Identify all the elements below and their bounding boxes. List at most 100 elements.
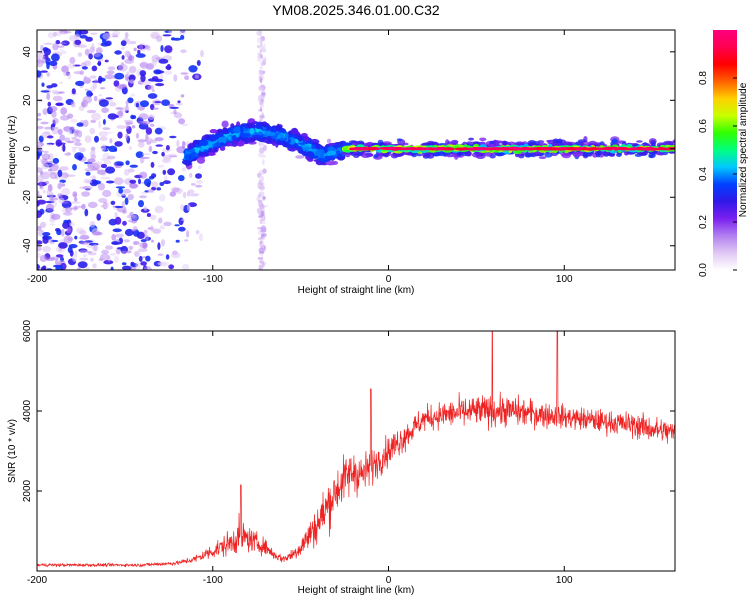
spectrogram-noise-blob bbox=[142, 242, 148, 249]
spectrogram-signal-blob bbox=[268, 138, 276, 143]
spectrogram-noise-blob bbox=[98, 99, 109, 107]
spectrogram-tone-halo bbox=[373, 153, 379, 159]
spectrogram-noise-blob bbox=[37, 176, 44, 183]
spectrogram-noise-blob bbox=[107, 255, 111, 262]
spectrogram-noise-blob bbox=[74, 235, 78, 240]
spectrogram-streak-blob bbox=[262, 169, 267, 174]
spectrogram-signal-blob bbox=[200, 147, 205, 152]
snr-y-label: SNR (10 * v/v) bbox=[7, 419, 18, 483]
spectrogram-noise-blob bbox=[96, 213, 101, 221]
spectrogram-noise-blob bbox=[37, 199, 47, 205]
spectrogram-streak-blob bbox=[256, 30, 263, 36]
spectrogram-noise-blob bbox=[188, 65, 198, 73]
spectrogram-noise-blob bbox=[114, 216, 122, 225]
spectrogram-noise-blob bbox=[180, 49, 187, 54]
spectrogram-noise-blob bbox=[125, 160, 130, 166]
spectrogram-noise-blob bbox=[138, 200, 144, 208]
spectrogram-noise-blob bbox=[84, 80, 91, 84]
spectrogram-noise-blob bbox=[43, 131, 50, 135]
spectrogram-streak-blob bbox=[260, 253, 264, 258]
spectrogram-noise-blob bbox=[37, 225, 42, 231]
spectrogram-noise-blob bbox=[59, 166, 69, 171]
spectrogram-noise-blob bbox=[157, 242, 161, 251]
spectrogram-noise-blob bbox=[198, 165, 202, 170]
spectrogram-tone-core bbox=[443, 147, 455, 151]
spectrogram-noise-blob bbox=[45, 203, 55, 212]
spectrogram-noise-blob bbox=[114, 164, 122, 169]
spectrogram-noise-blob bbox=[151, 89, 155, 92]
spectrogram-streak-blob bbox=[258, 203, 264, 209]
spectrogram-streak-blob bbox=[258, 264, 262, 270]
spectrogram-tone-core bbox=[548, 147, 560, 151]
spectrogram-noise-blob bbox=[140, 74, 146, 83]
spectrogram-noise-blob bbox=[154, 127, 163, 135]
spectrogram-noise-blob bbox=[72, 191, 78, 198]
spectrogram-noise-blob bbox=[51, 239, 59, 243]
spectrogram-noise-blob bbox=[169, 191, 176, 197]
spectrogram-noise-blob bbox=[66, 151, 71, 156]
spectrogram-noise-blob bbox=[105, 180, 115, 184]
spectrogram-noise-blob bbox=[41, 163, 50, 170]
colorbar-tick-label: 0.0 bbox=[698, 263, 709, 277]
spectrogram-tone-halo bbox=[524, 152, 534, 158]
spectrogram-noise-blob bbox=[151, 76, 159, 81]
spectrogram-streak-blob bbox=[257, 172, 262, 178]
spectrogram-noise-blob bbox=[77, 155, 83, 161]
spectrogram-noise-blob bbox=[48, 106, 58, 112]
spectrogram-signal-blob bbox=[221, 120, 229, 128]
spectrogram-noise-blob bbox=[151, 181, 159, 188]
spectrogram-noise-blob bbox=[51, 126, 59, 135]
spectrogram-noise-blob bbox=[144, 178, 152, 187]
spectrogram-noise-blob bbox=[139, 156, 145, 164]
spectrogram-noise-blob bbox=[121, 55, 125, 60]
spectrogram-noise-blob bbox=[200, 50, 204, 58]
spectrogram-signal-blob bbox=[220, 142, 225, 146]
spectrogram-noise-blob bbox=[59, 134, 66, 141]
spectrogram-signal-blob bbox=[261, 121, 268, 127]
spectrogram-noise-blob bbox=[146, 45, 151, 51]
spectrogram-signal-blob bbox=[208, 141, 213, 148]
spectrogram-streak-blob bbox=[260, 210, 265, 217]
colorbar-ticks: 0.0 0.2 0.4 0.6 0.8 bbox=[698, 71, 737, 277]
spectrogram-noise-blob bbox=[123, 239, 131, 243]
spectrogram-noise-blob bbox=[177, 100, 181, 104]
spectrogram-noise-blob bbox=[147, 93, 158, 99]
spectrogram-streak-blob bbox=[263, 144, 267, 151]
spectrogram-signal-blob bbox=[190, 148, 196, 153]
spectrogram-noise-blob bbox=[122, 220, 127, 226]
spectrogram-noise-blob bbox=[127, 38, 131, 45]
spectrogram-signal-blob bbox=[302, 144, 310, 148]
spectrogram-streak-blob bbox=[259, 66, 264, 70]
spectrogram-noise-blob bbox=[153, 69, 162, 75]
spectrogram-noise-blob bbox=[118, 63, 128, 72]
spectrogram-noise-blob bbox=[60, 115, 70, 121]
spectrogram-noise-blob bbox=[112, 228, 122, 233]
spectrogram-noise-blob bbox=[145, 255, 151, 262]
spectrogram-noise-blob bbox=[60, 48, 64, 52]
snr-x-tick-label: 100 bbox=[556, 575, 573, 586]
colorbar-tick-label: 0.2 bbox=[698, 215, 709, 229]
spectrogram-noise-blob bbox=[151, 60, 157, 66]
spectrogram-streak-blob bbox=[256, 58, 263, 62]
spectrogram-noise-blob bbox=[189, 193, 200, 197]
spectrogram-noise-blob bbox=[86, 109, 97, 114]
spectrogram-y-label: Frequency (Hz) bbox=[7, 116, 18, 185]
spectrogram-tone-core bbox=[644, 147, 653, 151]
spectrogram-signal-blob bbox=[209, 134, 218, 142]
spectrogram-noise-blob bbox=[97, 62, 101, 66]
spectrogram-noise-blob bbox=[138, 141, 145, 148]
spectrogram-noise-blob bbox=[77, 261, 88, 269]
spectrogram-streak-blob bbox=[258, 140, 263, 147]
spectrogram-noise-blob bbox=[87, 160, 92, 169]
spectrogram-streak-blob bbox=[262, 196, 266, 200]
spectrogram-noise-blob bbox=[149, 214, 157, 221]
spectrogram-signal-blob bbox=[336, 153, 343, 158]
spectrogram-tone-halo bbox=[615, 152, 622, 157]
spectrogram-noise-blob bbox=[180, 34, 185, 40]
spectrogram-noise-blob bbox=[37, 240, 43, 245]
spectrogram-signal-blob bbox=[311, 144, 316, 150]
spectrogram-noise-blob bbox=[90, 32, 98, 35]
spectrogram-signal-blob bbox=[188, 154, 192, 160]
spectrogram-tone-halo bbox=[471, 152, 481, 158]
spectrogram-noise-blob bbox=[107, 66, 116, 71]
